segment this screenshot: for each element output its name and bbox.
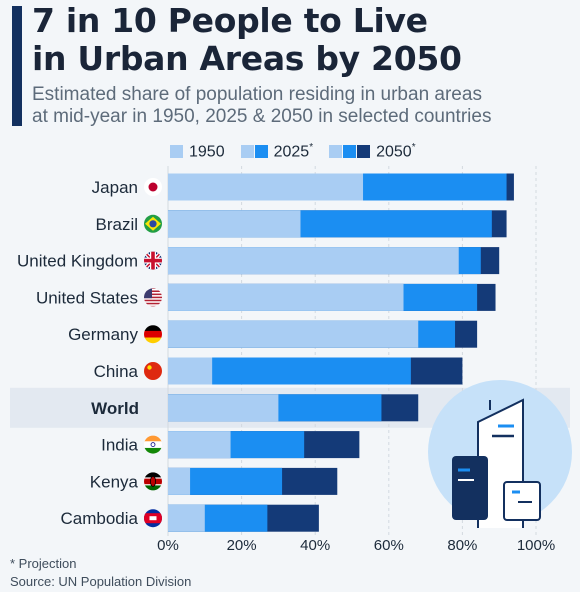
flag-body: [144, 288, 162, 307]
brazil-flag-icon: [144, 214, 162, 233]
category-label-kenya: Kenya: [90, 472, 139, 491]
uk-flag-icon: [144, 251, 162, 270]
legend-item-2050: 2050*: [329, 142, 416, 161]
flag-part: [144, 299, 162, 302]
kenya-flag-icon: [144, 472, 162, 491]
flag-part: [149, 516, 157, 521]
flag-part: [144, 472, 162, 478]
category-label-china: China: [94, 362, 139, 381]
flag-part: [144, 302, 162, 305]
flag-part: [144, 441, 162, 449]
category-label-india: India: [101, 436, 138, 455]
bar-1950-germany: [168, 320, 419, 348]
category-label-world: World: [91, 399, 139, 418]
flag-part: [144, 337, 162, 344]
flag-part: [144, 305, 162, 307]
bar-1950-japan: [168, 173, 364, 201]
flag-part: [144, 435, 162, 442]
subtitle-line-1: Estimated share of population residing i…: [32, 84, 482, 105]
title-accent-bar: [12, 6, 22, 126]
city-illustration: [428, 380, 572, 528]
subtitle-line-2: at mid-year in 1950, 2025 & 2050 in sele…: [32, 106, 492, 127]
bar-1950-brazil: [168, 210, 301, 238]
china-flag-icon: [144, 362, 162, 380]
legend-swatch-2025-b: [254, 145, 268, 159]
legend-item-1950: 1950: [170, 142, 225, 161]
bar-1950-kenya: [168, 467, 191, 495]
footnote-projection: * Projection: [10, 556, 77, 571]
flag-part: [144, 447, 162, 454]
chart-subtitle: Estimated share of population residing i…: [32, 84, 572, 128]
japan-flag-icon: [144, 178, 162, 196]
flag-part: [144, 288, 152, 299]
flag-part: [149, 475, 156, 487]
cambodia-flag-icon: [144, 509, 162, 528]
title-line-1: 7 in 10 People to Live: [32, 1, 428, 40]
legend-swatch-2050-b: [343, 145, 357, 159]
flag-body: [144, 251, 162, 270]
legend-label-2025: 2025*: [273, 142, 314, 161]
legend-swatch-2050-a: [329, 145, 343, 159]
category-label-japan: Japan: [92, 178, 138, 197]
bar-1950-world: [168, 394, 279, 422]
flag-body: [144, 435, 162, 454]
bar-1950-china: [168, 357, 213, 385]
category-label-cambodia: Cambodia: [61, 509, 139, 528]
flag-body: [144, 214, 162, 233]
legend-swatch-2050-c: [357, 145, 371, 159]
flag-part: [144, 293, 162, 296]
x-tick-label-2: 40%: [300, 537, 330, 554]
flag-part: [144, 330, 162, 338]
legend-swatch-2025-a: [240, 145, 254, 159]
footnote-source: Source: UN Population Division: [10, 574, 192, 589]
flag-part: [144, 362, 162, 380]
flag-body: [144, 362, 162, 380]
title-line-2: in Urban Areas by 2050: [32, 39, 462, 78]
x-tick-label-0: 0%: [157, 537, 179, 554]
flag-body: [144, 472, 162, 491]
flag-part: [150, 442, 156, 448]
x-tick-label-5: 100%: [517, 537, 555, 554]
flag-part: [147, 365, 152, 370]
flag-body: [144, 178, 162, 196]
dark-building-icon: [452, 456, 488, 520]
flag-part: [144, 258, 162, 263]
category-label-brazil: Brazil: [95, 215, 138, 234]
bar-1950-india: [168, 431, 231, 459]
flag-part: [144, 290, 162, 293]
flag-part: [144, 288, 162, 289]
germany-flag-icon: [144, 325, 162, 344]
bar-1950-united-states: [168, 283, 404, 311]
flag-part: [144, 296, 162, 299]
legend-item-2025: 2025*: [240, 142, 314, 161]
x-tick-label-1: 20%: [227, 537, 257, 554]
bar-1950-united-kingdom: [168, 247, 459, 275]
flag-body: [144, 509, 162, 528]
india-flag-icon: [144, 435, 162, 454]
category-label-united-states: United States: [36, 288, 138, 307]
legend-label-2050: 2050*: [376, 142, 416, 161]
flag-part: [149, 220, 157, 228]
usa-flag-icon: [144, 288, 162, 307]
bar-chart: Japan Brazil United Kingdom United States Ge…: [10, 166, 572, 554]
bar-1950-cambodia: [168, 504, 205, 532]
chart-legend: 1950 2025* 2050*: [170, 141, 432, 163]
chart-title: 7 in 10 People to Live in Urban Areas by…: [32, 2, 572, 78]
category-label-united-kingdom: United Kingdom: [17, 252, 138, 271]
legend-label-1950: 1950: [189, 143, 225, 161]
flag-part: [144, 325, 162, 332]
x-tick-label-3: 60%: [374, 537, 404, 554]
flag-part: [144, 485, 162, 491]
category-label-germany: Germany: [68, 325, 138, 344]
flag-part: [148, 182, 158, 192]
flag-body: [144, 325, 162, 344]
legend-swatch-1950: [170, 145, 183, 159]
x-tick-label-4: 80%: [447, 537, 477, 554]
